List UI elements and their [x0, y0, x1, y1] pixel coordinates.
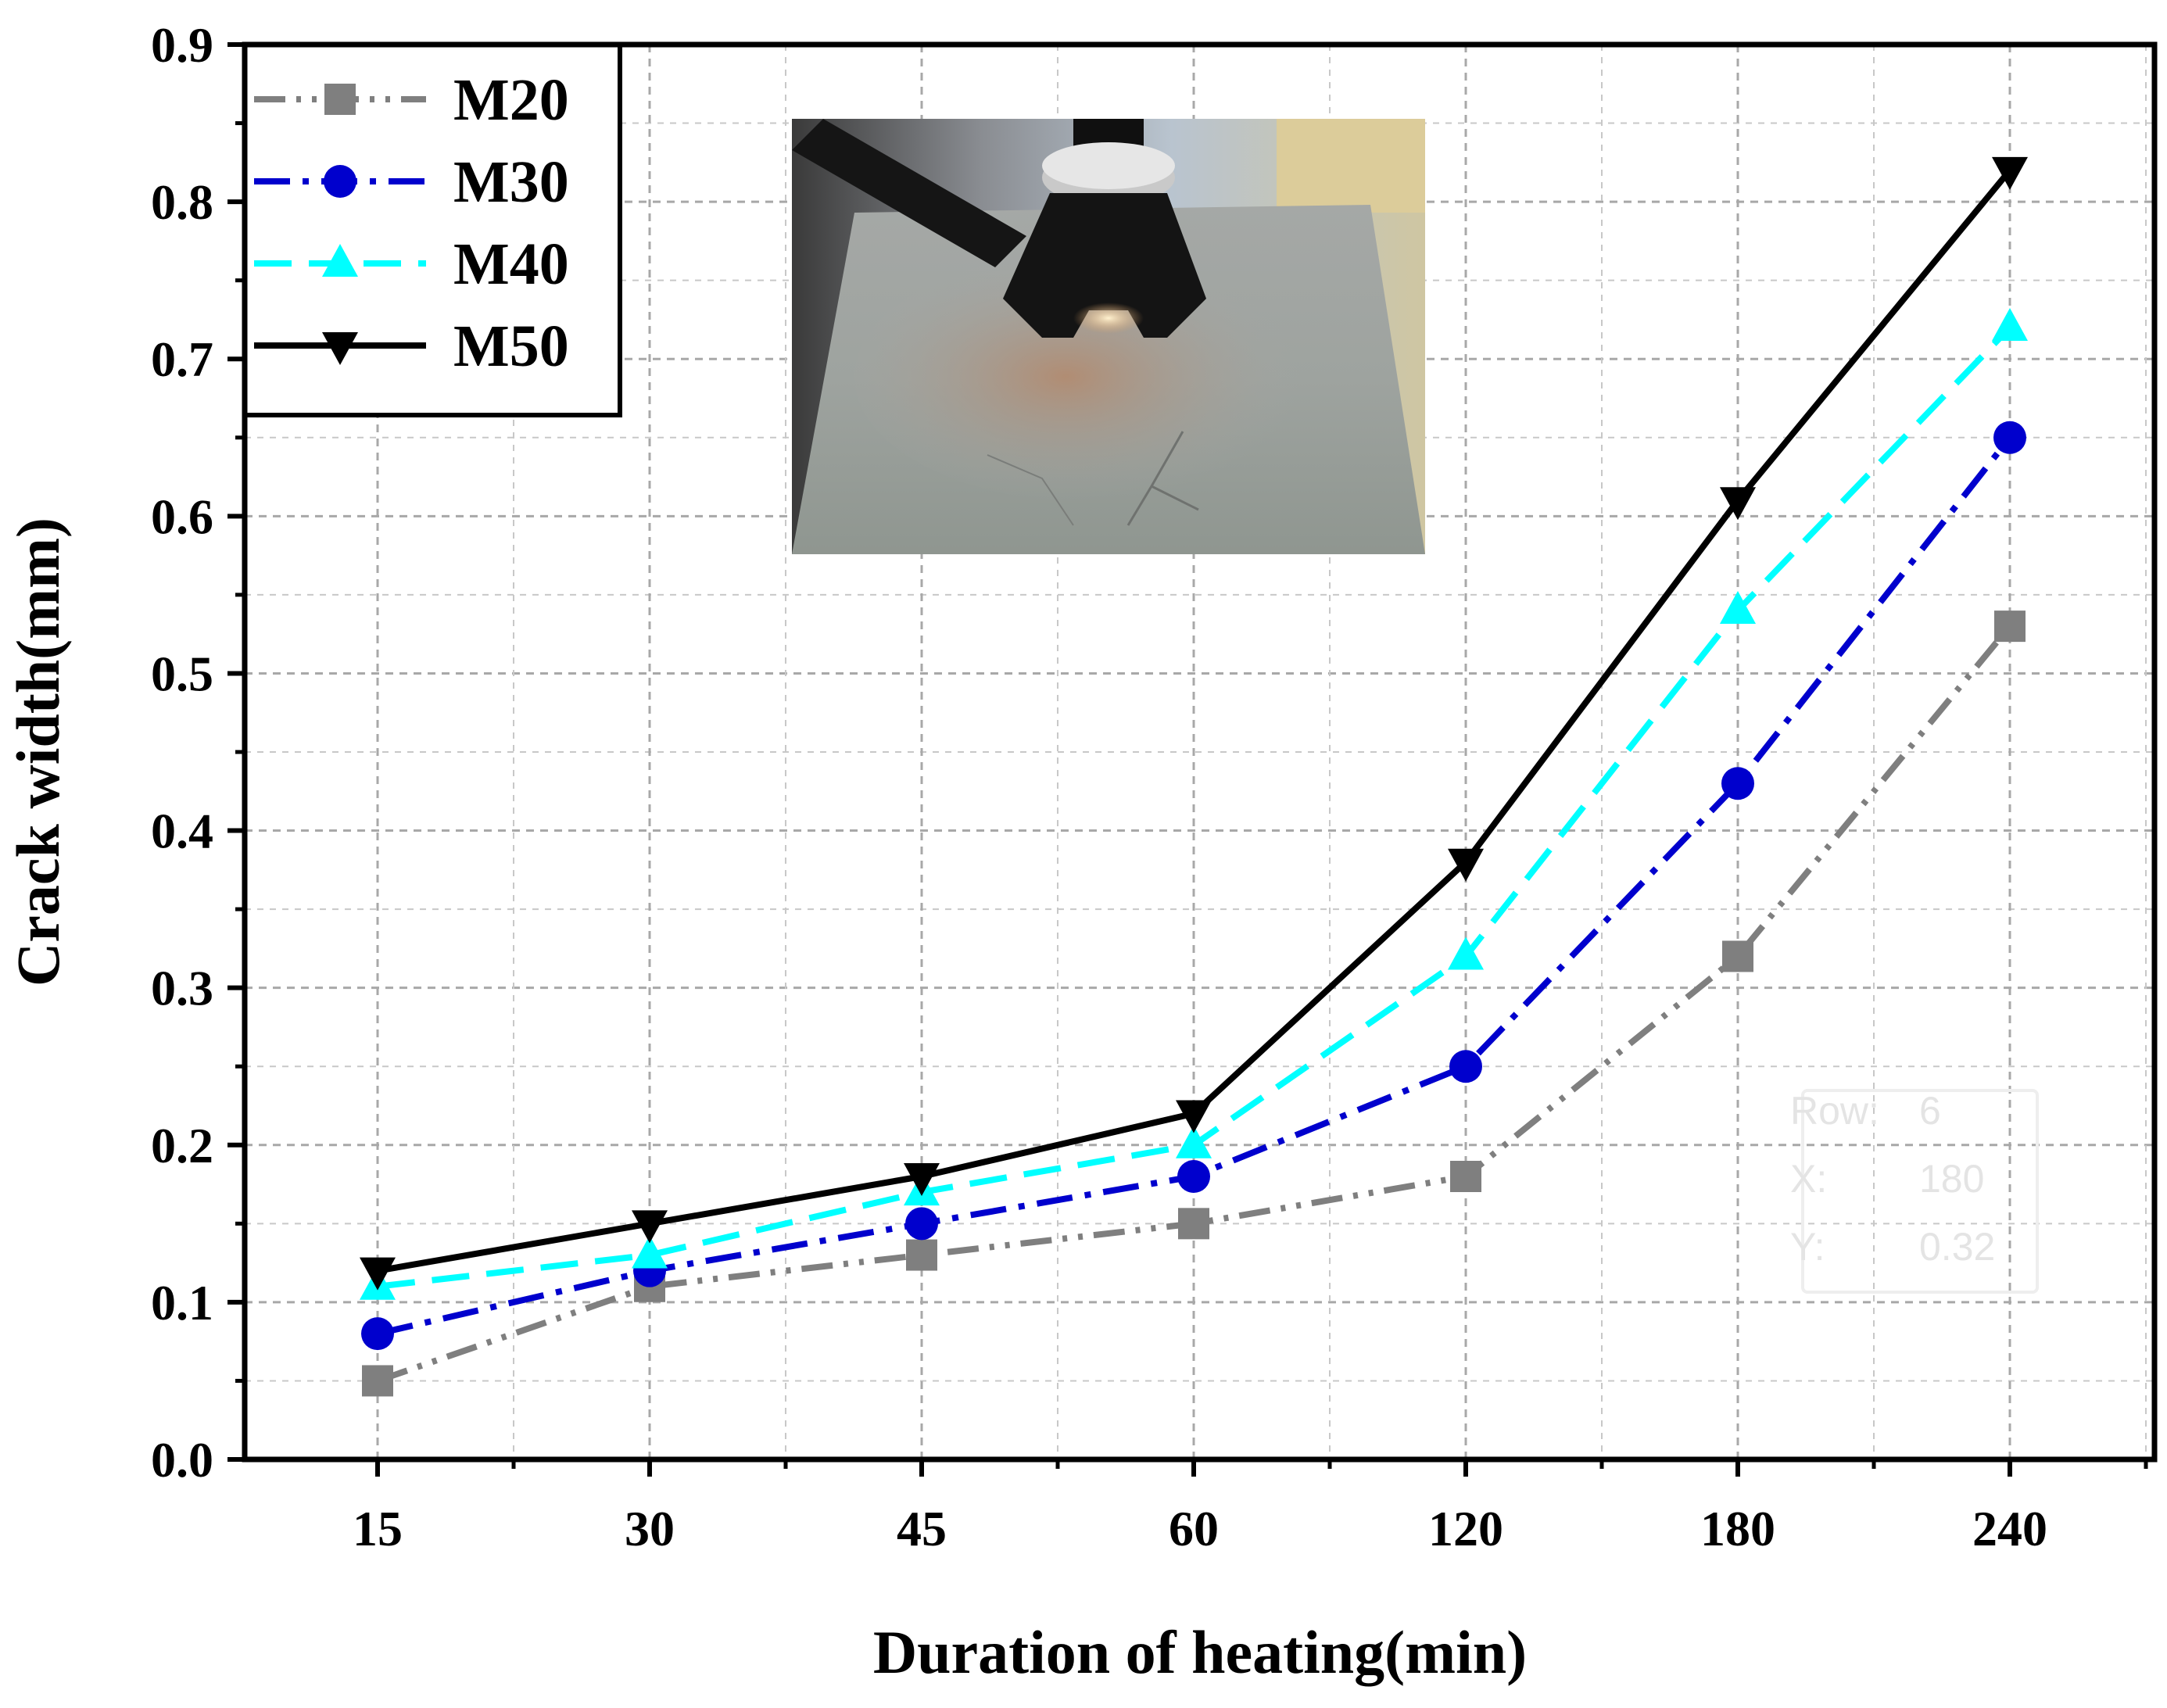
- legend-label: M40: [453, 231, 569, 297]
- y-tick-label: 0.3: [151, 961, 213, 1016]
- legend-item-M30: M30: [254, 149, 569, 215]
- y-tick-label: 0.8: [151, 174, 213, 230]
- series-M30: [361, 421, 2026, 1351]
- y-tick-label: 0.1: [151, 1275, 213, 1330]
- legend-swatch-marker: [324, 84, 356, 115]
- x-tick-label: 30: [625, 1501, 675, 1556]
- data-point: [1992, 156, 2028, 190]
- data-point: [632, 1235, 668, 1269]
- x-axis-title: Duration of heating(min): [873, 1618, 1527, 1686]
- legend-swatch-marker: [324, 165, 356, 198]
- y-tick-label: 0.0: [151, 1432, 213, 1488]
- legend-label: M30: [453, 149, 569, 215]
- data-point: [904, 1163, 940, 1196]
- y-axis-title: Crack width(mm): [4, 517, 72, 986]
- series-M20: [362, 611, 2026, 1397]
- x-tick-label: 180: [1700, 1501, 1775, 1556]
- data-point: [1448, 848, 1484, 882]
- x-tick-label: 240: [1972, 1501, 2047, 1556]
- data-point: [1448, 936, 1484, 970]
- tooltip-x-value: 180: [1919, 1157, 1984, 1201]
- data-point: [1722, 940, 1753, 972]
- series-M50: [360, 156, 2028, 1291]
- legend-swatch-marker: [322, 244, 358, 277]
- data-point: [1720, 487, 1756, 521]
- data-point: [362, 1365, 393, 1397]
- data-point: [905, 1207, 938, 1241]
- axis-ticks: 0.0 0.1 0.2 0.3 0.4 0.5 0.6 0.7 0.8 0.9 15 30 45 60 12…: [151, 17, 2148, 1556]
- x-tick-label: 60: [1169, 1501, 1219, 1556]
- legend-label: M20: [453, 67, 569, 133]
- legend-swatch-marker: [322, 332, 358, 365]
- data-point: [1177, 1160, 1210, 1193]
- y-tick-label: 0.6: [151, 489, 213, 544]
- y-tick-label: 0.9: [151, 17, 213, 73]
- legend-item-M50: M50: [254, 313, 569, 379]
- tooltip-y-label: Y:: [1790, 1225, 1825, 1269]
- legend-label: M50: [453, 313, 569, 379]
- inset-photo: [792, 119, 1425, 554]
- tooltip-row-value: 6: [1919, 1089, 1941, 1133]
- legend-item-M20: M20: [254, 67, 569, 133]
- data-point: [360, 1257, 396, 1291]
- data-point: [1450, 1161, 1481, 1192]
- data-tooltip: Row: 6 X: 180 Y: 0.32: [1790, 1089, 2039, 1294]
- data-point: [1176, 1125, 1212, 1158]
- data-point: [1449, 1050, 1482, 1083]
- data-point: [1178, 1208, 1209, 1240]
- y-tick-label: 0.7: [151, 331, 213, 387]
- y-tick-label: 0.5: [151, 646, 213, 701]
- legend: M20 M30 M40 M50: [242, 42, 622, 417]
- tooltip-y-value: 0.32: [1919, 1225, 1995, 1269]
- data-point: [906, 1239, 937, 1271]
- x-tick-label: 120: [1428, 1501, 1503, 1556]
- data-point: [1176, 1100, 1212, 1133]
- x-tick-label: 15: [353, 1501, 403, 1556]
- series-layer: [360, 156, 2028, 1397]
- data-point: [361, 1317, 394, 1351]
- y-tick-label: 0.2: [151, 1118, 213, 1173]
- x-tick-label: 45: [897, 1501, 947, 1556]
- y-tick-label: 0.4: [151, 804, 213, 859]
- data-point: [1720, 591, 1756, 624]
- tooltip-row-label: Row:: [1790, 1089, 1879, 1133]
- tooltip-x-label: X:: [1790, 1157, 1827, 1201]
- data-point: [1992, 308, 2028, 341]
- data-point: [1993, 421, 2026, 454]
- data-point: [1721, 767, 1754, 800]
- legend-item-M40: M40: [254, 231, 569, 297]
- data-point: [1994, 611, 2026, 643]
- data-point: [632, 1210, 668, 1244]
